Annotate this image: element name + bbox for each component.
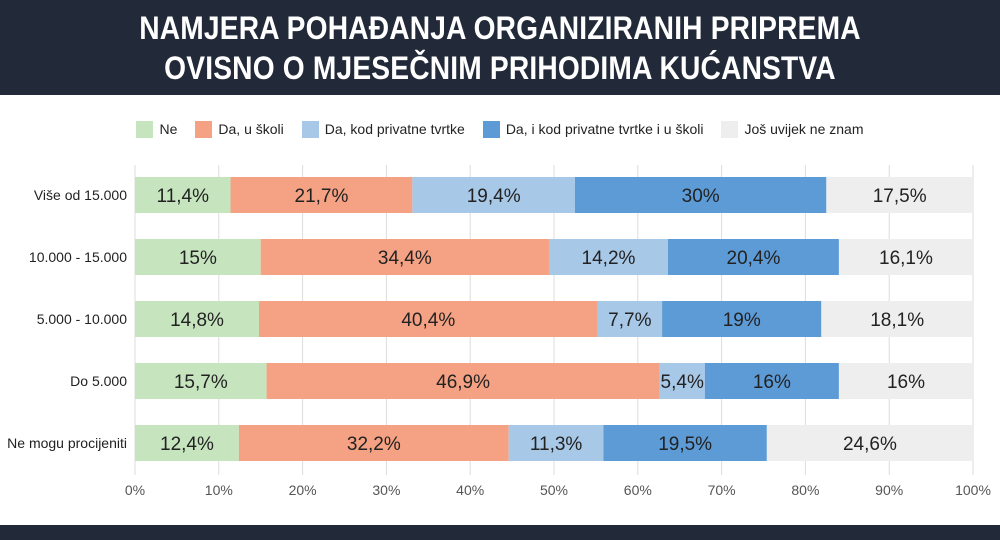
bar-segment	[238, 425, 509, 461]
bar-segment	[230, 177, 413, 213]
x-tick-label: 0%	[125, 482, 145, 498]
x-tick-label: 100%	[955, 482, 991, 498]
data-label: 16,1%	[879, 248, 933, 269]
bar-segment	[135, 301, 260, 337]
footer-bar	[0, 525, 1000, 540]
bar-segment	[603, 425, 767, 461]
legend-swatch	[136, 120, 154, 138]
bar-segment	[821, 301, 973, 337]
data-label: 14,8%	[170, 310, 224, 331]
bar-segment	[135, 363, 267, 399]
data-label: 15,7%	[174, 372, 228, 393]
bar-segment	[135, 425, 239, 461]
bar-segment	[826, 177, 973, 213]
x-tick-label: 80%	[791, 482, 819, 498]
bar-segment	[704, 363, 839, 399]
data-label: 46,9%	[436, 372, 490, 393]
x-tick-label: 30%	[372, 482, 400, 498]
bar-segment	[260, 239, 549, 275]
bar-segment	[135, 177, 231, 213]
data-label: 34,4%	[378, 248, 432, 269]
bar-segment	[838, 239, 973, 275]
bar-segment	[508, 425, 604, 461]
bar-segment	[412, 177, 575, 213]
data-label: 40,4%	[401, 310, 455, 331]
x-tick-label: 70%	[708, 482, 736, 498]
data-label: 5,4%	[661, 372, 704, 393]
data-label: 19%	[723, 310, 761, 331]
legend-label: Da, i kod privatne tvrtke i u školi	[505, 121, 704, 137]
x-tick-label: 20%	[289, 482, 317, 498]
category-label: 5.000 - 10.000	[37, 311, 128, 327]
data-label: 11,4%	[157, 186, 210, 207]
data-label: 30%	[682, 186, 720, 207]
data-label: 19,5%	[658, 434, 712, 455]
legend-swatch	[482, 120, 500, 138]
category-label: 10.000 - 15.000	[29, 249, 127, 265]
bar-segment	[259, 301, 598, 337]
x-tick-label: 50%	[540, 482, 568, 498]
bar-segment	[838, 363, 973, 399]
legend-swatch	[721, 120, 739, 138]
bar-segment	[659, 363, 705, 399]
data-label: 32,2%	[347, 434, 401, 455]
legend-swatch	[301, 120, 319, 138]
data-label: 11,3%	[530, 434, 583, 455]
legend-item: Da, u školi	[195, 120, 284, 138]
header-banner: NAMJERA POHAĐANJA ORGANIZIRANIH PRIPREMA…	[0, 0, 1000, 95]
category-label: Više od 15.000	[34, 187, 127, 203]
category-label: Ne mogu procijeniti	[7, 435, 127, 451]
data-label: 17,5%	[873, 186, 927, 207]
x-tick-label: 40%	[456, 482, 484, 498]
bar-segment	[548, 239, 668, 275]
data-label: 19,4%	[467, 186, 521, 207]
bar-segment	[662, 301, 822, 337]
chart-legend: Ne Da, u školi Da, kod privatne tvrtke Da, …	[0, 118, 1000, 140]
legend-item: Da, kod privatne tvrtke	[301, 120, 465, 138]
bar-segment	[667, 239, 839, 275]
legend-label: Da, u školi	[218, 121, 284, 137]
legend-label: Ne	[159, 121, 178, 137]
x-tick-label: 60%	[624, 482, 652, 498]
bar-segment	[597, 301, 663, 337]
x-tick-label: 10%	[205, 482, 233, 498]
data-label: 18,1%	[870, 310, 924, 331]
data-label: 24,6%	[843, 434, 897, 455]
category-label: Do 5.000	[70, 373, 127, 389]
legend-item: Još uvijek ne znam	[721, 120, 864, 138]
data-label: 20,4%	[727, 248, 781, 269]
x-tick-label: 90%	[875, 482, 903, 498]
stacked-bar-chart: 0% 10% 20% 30% 40% 50% 60% 70% 80% 90% 100% Više od…	[7, 165, 991, 498]
data-label: 7,7%	[608, 310, 651, 331]
bar-segment	[266, 363, 660, 399]
bar-segment	[766, 425, 973, 461]
legend-label: Još uvijek ne znam	[744, 121, 864, 137]
chart-title: NAMJERA POHAĐANJA ORGANIZIRANIH PRIPREMA…	[139, 9, 861, 86]
data-label: 14,2%	[582, 248, 636, 269]
bar-segment	[135, 239, 261, 275]
data-label: 16%	[887, 372, 925, 393]
bar-segment	[574, 177, 827, 213]
legend-item: Da, i kod privatne tvrtke i u školi	[482, 120, 704, 138]
data-label: 16%	[753, 372, 791, 393]
legend-label: Da, kod privatne tvrtke	[324, 121, 465, 137]
data-label: 21,7%	[295, 186, 349, 207]
legend-item: Ne	[136, 120, 178, 138]
legend-swatch	[195, 120, 213, 138]
data-label: 12,4%	[160, 434, 214, 455]
data-label: 15%	[179, 248, 217, 269]
